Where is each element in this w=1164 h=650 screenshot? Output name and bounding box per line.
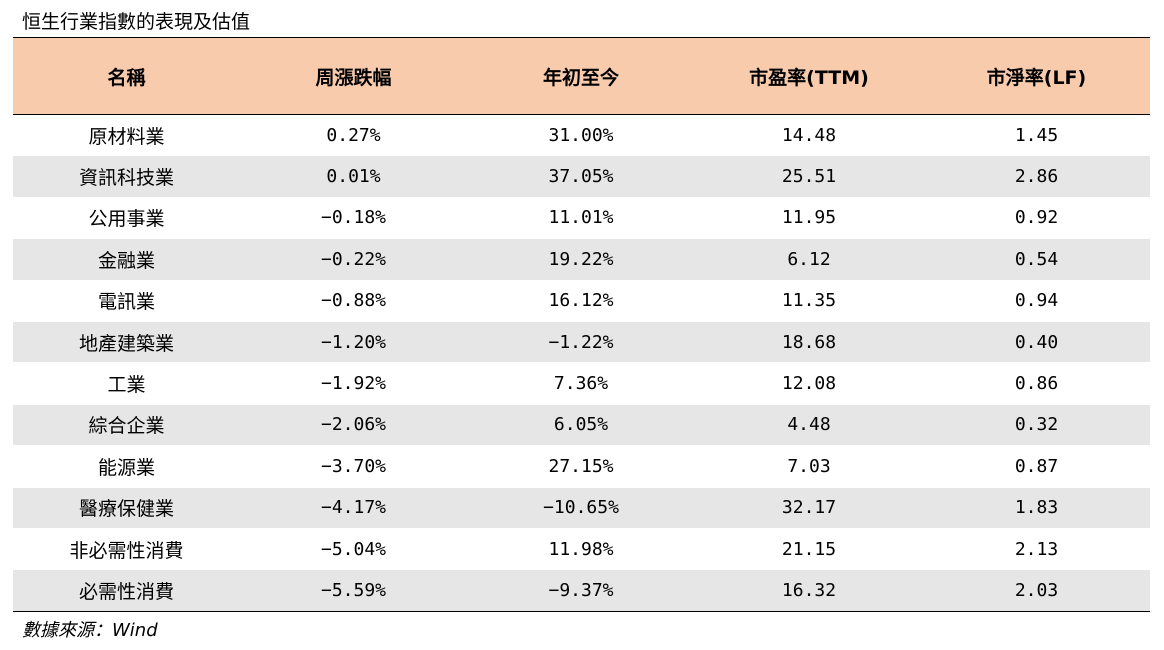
cell-pe-ttm: 14.48 — [695, 114, 923, 157]
cell-weekly-change: −0.18% — [240, 197, 467, 240]
cell-industry-name: 資訊科技業 — [13, 155, 240, 198]
cell-ytd-change: 27.15% — [467, 445, 695, 488]
cell-weekly-change: −1.92% — [240, 362, 467, 405]
cell-pe-ttm: 16.32 — [695, 569, 923, 612]
header-ytd: 年初至今 — [467, 37, 695, 115]
table-row: 電訊業 −0.88% 16.12% 11.35 0.94 — [13, 280, 1150, 322]
cell-ytd-change: 31.00% — [467, 114, 695, 157]
cell-industry-name: 醫療保健業 — [13, 487, 240, 529]
cell-pe-ttm: 25.51 — [695, 155, 923, 198]
cell-pb-lf: 0.54 — [923, 238, 1150, 281]
cell-industry-name: 地產建築業 — [13, 321, 240, 364]
cell-pe-ttm: 6.12 — [695, 238, 923, 281]
cell-pb-lf: 1.83 — [923, 487, 1150, 529]
industry-valuation-table-container: 名稱 周漲跌幅 年初至今 市盈率(TTM) 市淨率(LF) 原材料業 0.27% 3… — [13, 37, 1150, 612]
cell-weekly-change: −4.17% — [240, 487, 467, 529]
header-pb-lf: 市淨率(LF) — [923, 37, 1150, 115]
header-pe-ttm: 市盈率(TTM) — [695, 37, 923, 115]
cell-pb-lf: 2.03 — [923, 569, 1150, 612]
cell-industry-name: 綜合企業 — [13, 404, 240, 447]
table-row: 公用事業 −0.18% 11.01% 11.95 0.92 — [13, 197, 1150, 240]
cell-weekly-change: 0.01% — [240, 155, 467, 198]
cell-pe-ttm: 4.48 — [695, 404, 923, 447]
table-row: 綜合企業 −2.06% 6.05% 4.48 0.32 — [13, 404, 1150, 447]
cell-industry-name: 電訊業 — [13, 280, 240, 322]
cell-pb-lf: 2.13 — [923, 528, 1150, 571]
table-row: 地產建築業 −1.20% −1.22% 18.68 0.40 — [13, 321, 1150, 364]
table-body: 原材料業 0.27% 31.00% 14.48 1.45 資訊科技業 0.01% 37.05%… — [13, 114, 1150, 612]
cell-ytd-change: 11.01% — [467, 197, 695, 240]
cell-ytd-change: −9.37% — [467, 569, 695, 612]
cell-ytd-change: −1.22% — [467, 321, 695, 364]
cell-pb-lf: 0.32 — [923, 404, 1150, 447]
header-row: 名稱 周漲跌幅 年初至今 市盈率(TTM) 市淨率(LF) — [13, 37, 1150, 115]
cell-weekly-change: −0.88% — [240, 280, 467, 322]
cell-ytd-change: 37.05% — [467, 155, 695, 198]
cell-pe-ttm: 11.35 — [695, 280, 923, 322]
cell-weekly-change: −0.22% — [240, 238, 467, 281]
data-source-note: 數據來源：Wind — [22, 620, 158, 641]
cell-weekly-change: 0.27% — [240, 114, 467, 157]
cell-ytd-change: 11.98% — [467, 528, 695, 571]
cell-pb-lf: 1.45 — [923, 114, 1150, 157]
table-row: 能源業 −3.70% 27.15% 7.03 0.87 — [13, 445, 1150, 488]
cell-pb-lf: 0.87 — [923, 445, 1150, 488]
cell-ytd-change: 6.05% — [467, 404, 695, 447]
table-title: 恒生行業指數的表現及估值 — [22, 11, 251, 33]
table-row: 非必需性消費 −5.04% 11.98% 21.15 2.13 — [13, 528, 1150, 571]
cell-pe-ttm: 12.08 — [695, 362, 923, 405]
cell-pe-ttm: 21.15 — [695, 528, 923, 571]
cell-industry-name: 公用事業 — [13, 197, 240, 240]
cell-weekly-change: −5.59% — [240, 569, 467, 612]
cell-ytd-change: 7.36% — [467, 362, 695, 405]
cell-weekly-change: −2.06% — [240, 404, 467, 447]
cell-weekly-change: −5.04% — [240, 528, 467, 571]
cell-pe-ttm: 18.68 — [695, 321, 923, 364]
cell-weekly-change: −1.20% — [240, 321, 467, 364]
cell-pb-lf: 0.86 — [923, 362, 1150, 405]
industry-valuation-table: 名稱 周漲跌幅 年初至今 市盈率(TTM) 市淨率(LF) 原材料業 0.27% 3… — [13, 37, 1150, 612]
cell-pb-lf: 0.40 — [923, 321, 1150, 364]
header-weekly-change: 周漲跌幅 — [240, 37, 467, 115]
table-row: 金融業 −0.22% 19.22% 6.12 0.54 — [13, 238, 1150, 281]
cell-industry-name: 工業 — [13, 362, 240, 405]
table-row: 資訊科技業 0.01% 37.05% 25.51 2.86 — [13, 155, 1150, 198]
cell-ytd-change: −10.65% — [467, 487, 695, 529]
cell-pb-lf: 0.92 — [923, 197, 1150, 240]
table-header: 名稱 周漲跌幅 年初至今 市盈率(TTM) 市淨率(LF) — [13, 37, 1150, 115]
header-name: 名稱 — [13, 37, 240, 115]
table-row: 原材料業 0.27% 31.00% 14.48 1.45 — [13, 114, 1150, 157]
cell-industry-name: 必需性消費 — [13, 569, 240, 612]
cell-industry-name: 非必需性消費 — [13, 528, 240, 571]
cell-pe-ttm: 7.03 — [695, 445, 923, 488]
cell-weekly-change: −3.70% — [240, 445, 467, 488]
cell-industry-name: 原材料業 — [13, 114, 240, 157]
table-row: 醫療保健業 −4.17% −10.65% 32.17 1.83 — [13, 487, 1150, 529]
cell-pe-ttm: 11.95 — [695, 197, 923, 240]
cell-pb-lf: 0.94 — [923, 280, 1150, 322]
table-row: 工業 −1.92% 7.36% 12.08 0.86 — [13, 362, 1150, 405]
cell-ytd-change: 16.12% — [467, 280, 695, 322]
cell-pb-lf: 2.86 — [923, 155, 1150, 198]
cell-industry-name: 金融業 — [13, 238, 240, 281]
cell-ytd-change: 19.22% — [467, 238, 695, 281]
cell-pe-ttm: 32.17 — [695, 487, 923, 529]
cell-industry-name: 能源業 — [13, 445, 240, 488]
table-row: 必需性消費 −5.59% −9.37% 16.32 2.03 — [13, 569, 1150, 612]
